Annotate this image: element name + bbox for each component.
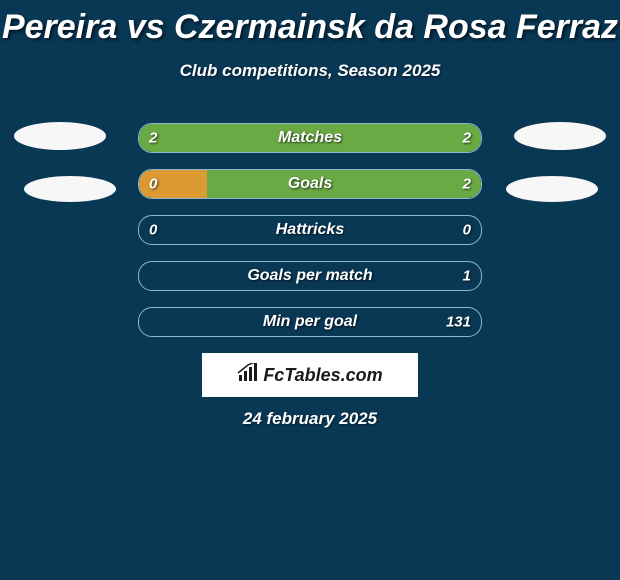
stat-row: 1Goals per match (138, 261, 482, 291)
stat-label: Goals per match (139, 267, 481, 285)
subtitle: Club competitions, Season 2025 (0, 61, 620, 81)
logo-text: FcTables.com (263, 365, 382, 386)
fctables-logo[interactable]: FcTables.com (202, 353, 418, 397)
stat-label: Min per goal (139, 313, 481, 331)
stat-label: Matches (139, 129, 481, 147)
chart-icon (237, 363, 259, 388)
stat-bars: 22Matches 02Goals 00Hattricks 1Goals per ma… (138, 123, 482, 353)
stat-row: 02Goals (138, 169, 482, 199)
team-badge-left-2 (24, 176, 116, 202)
stat-label: Hattricks (139, 221, 481, 239)
stat-row: 131Min per goal (138, 307, 482, 337)
stat-row: 00Hattricks (138, 215, 482, 245)
date: 24 february 2025 (0, 409, 620, 429)
team-badge-right-2 (506, 176, 598, 202)
team-badge-right-1 (514, 122, 606, 150)
comparison-card: Pereira vs Czermainsk da Rosa Ferraz Clu… (0, 0, 620, 580)
page-title: Pereira vs Czermainsk da Rosa Ferraz (0, 0, 620, 47)
team-badge-left-1 (14, 122, 106, 150)
stat-label: Goals (139, 175, 481, 193)
stat-row: 22Matches (138, 123, 482, 153)
